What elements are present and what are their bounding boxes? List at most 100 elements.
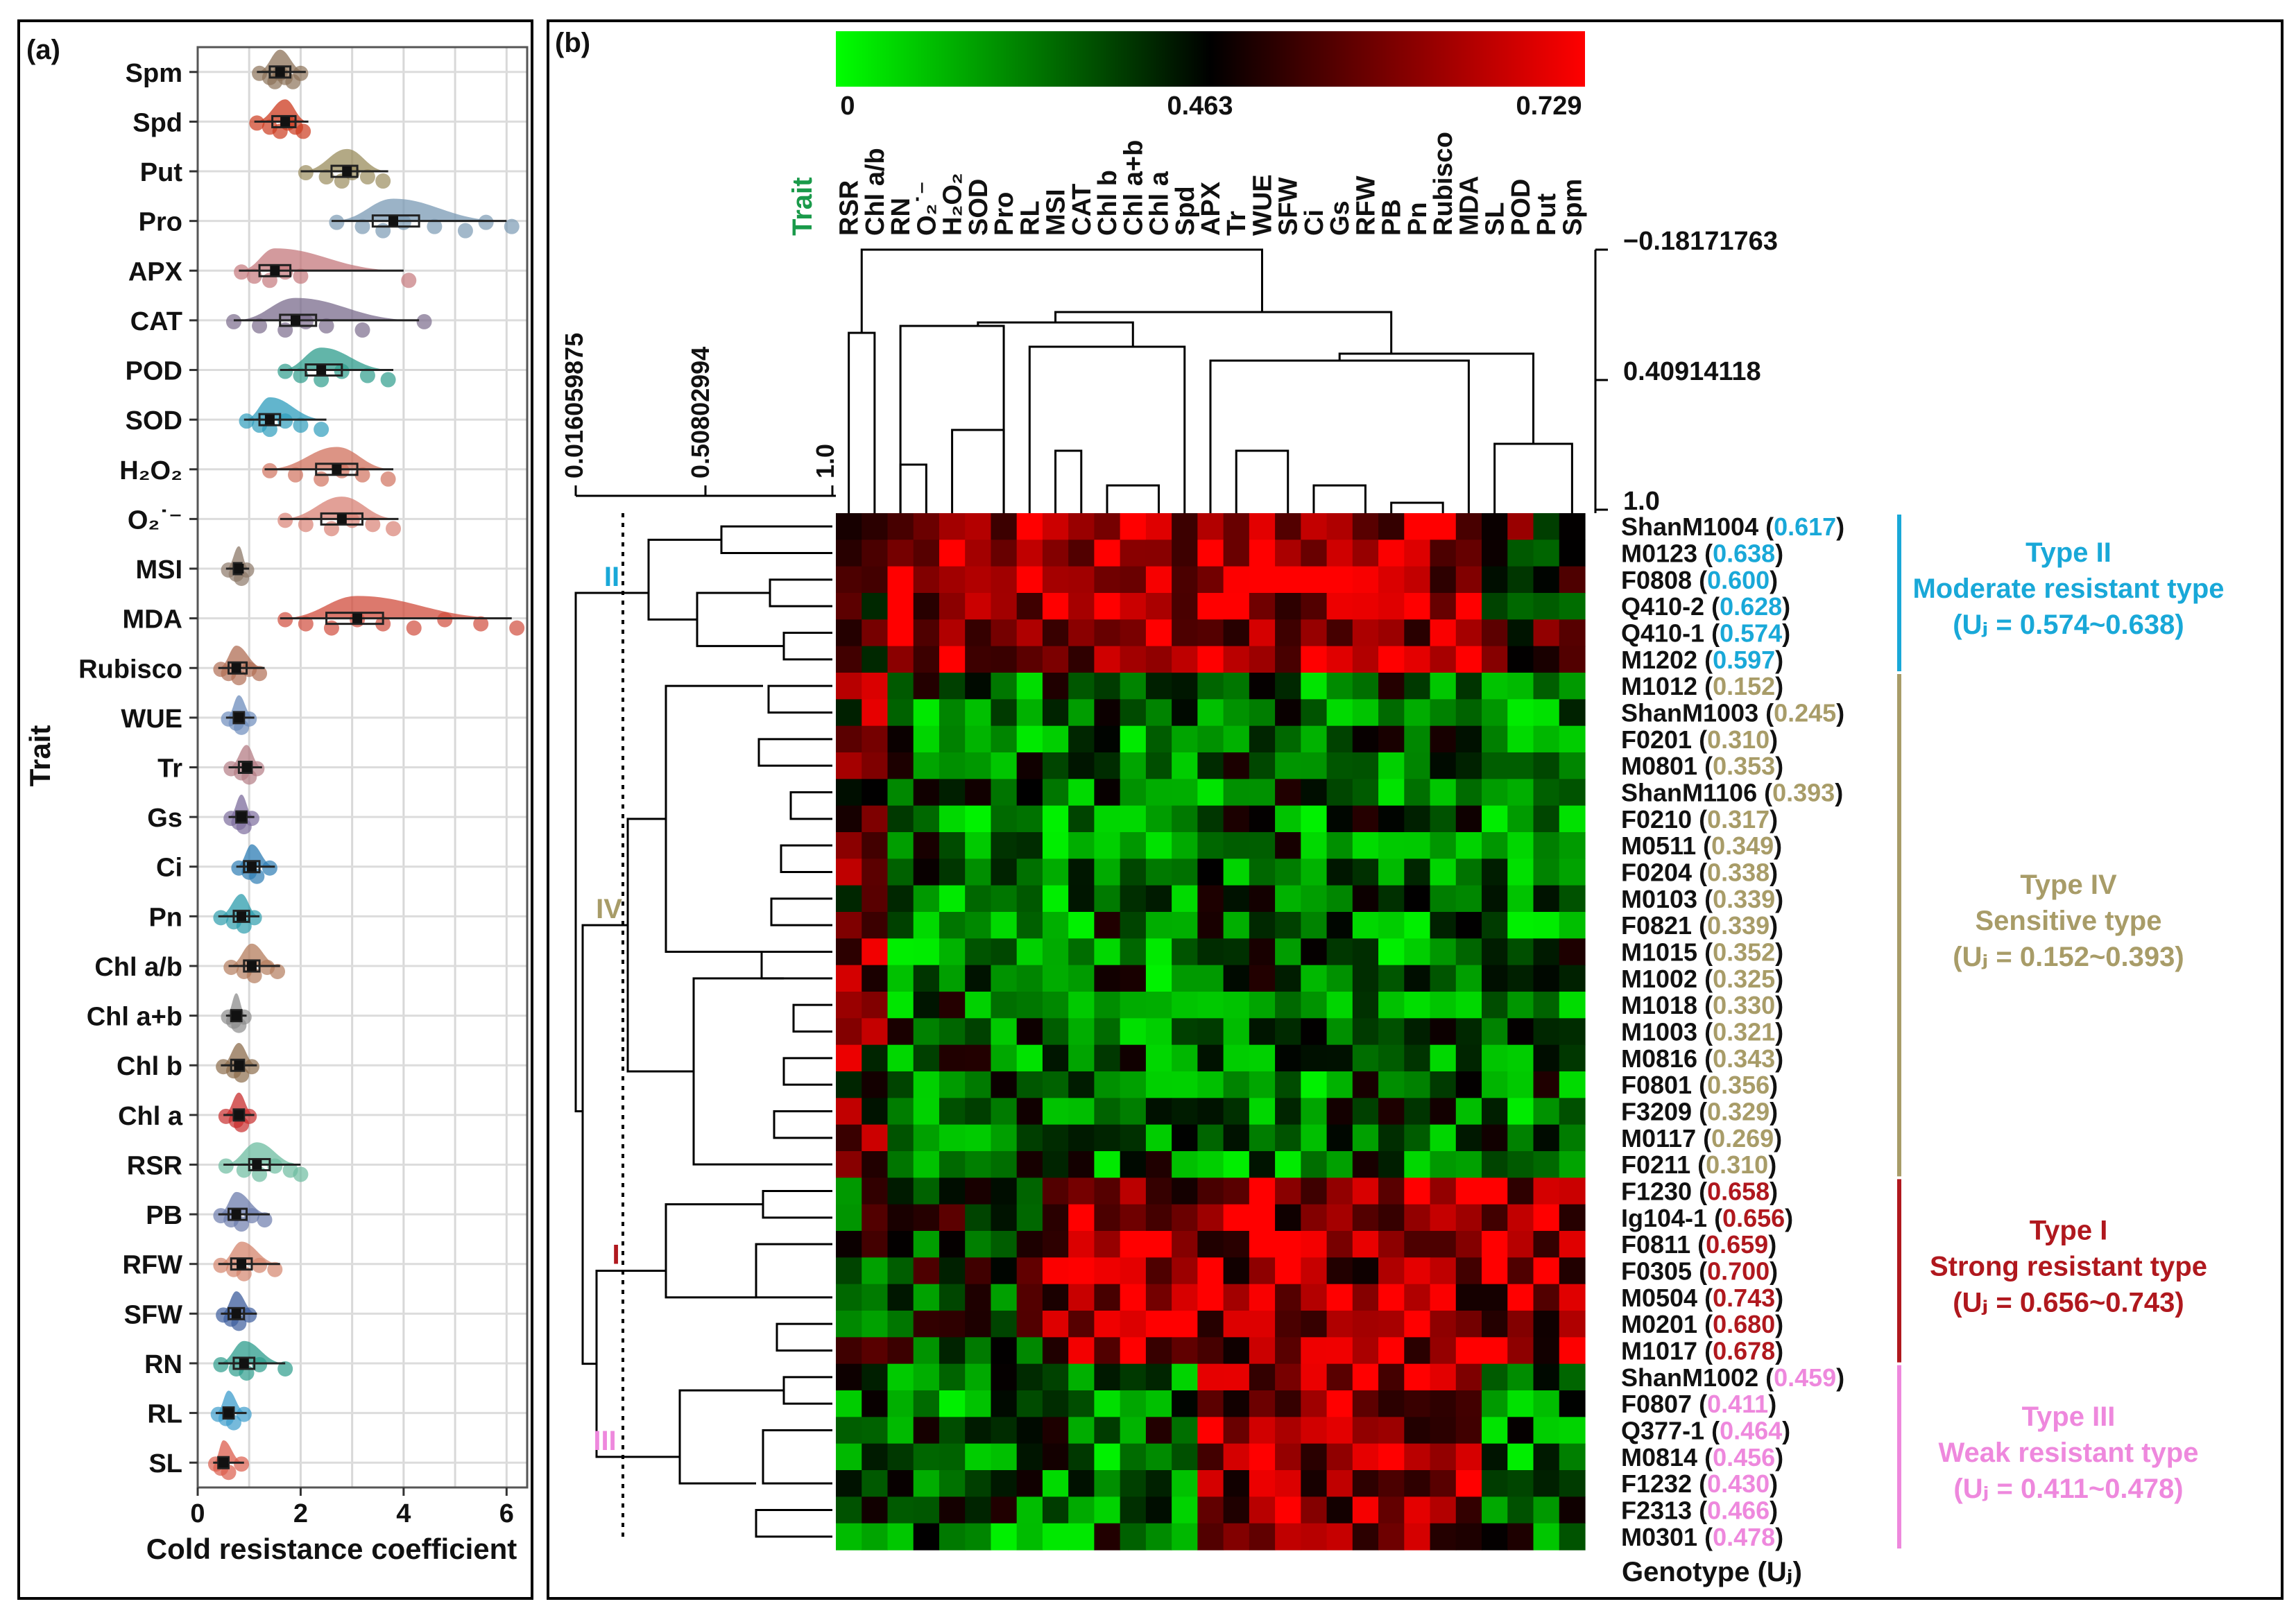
heat-cell bbox=[965, 752, 992, 779]
dendro-branch bbox=[665, 1203, 763, 1299]
heat-cell bbox=[862, 1151, 889, 1178]
heat-cell bbox=[1352, 1071, 1379, 1098]
heat-cell bbox=[1094, 1098, 1121, 1125]
heat-cell bbox=[1249, 1071, 1276, 1098]
genotype-name: M1202 ( bbox=[1621, 646, 1713, 674]
genotype-u: 0.352 bbox=[1713, 938, 1775, 967]
heat-cell bbox=[1068, 885, 1095, 913]
heat-cell bbox=[1094, 646, 1121, 673]
heat-cell bbox=[1042, 1363, 1069, 1391]
heat-cell bbox=[1559, 752, 1586, 779]
violin-shape bbox=[221, 1042, 257, 1066]
genotype-name: M0814 ( bbox=[1621, 1443, 1713, 1472]
heat-cell bbox=[1507, 832, 1534, 859]
heat-cell bbox=[1068, 992, 1095, 1019]
violin-shape bbox=[239, 248, 404, 271]
trait-violin bbox=[213, 894, 262, 934]
genotype-label: Q410-1 (0.574) bbox=[1621, 619, 1790, 648]
heat-cell bbox=[1404, 1417, 1431, 1444]
heat-cell bbox=[965, 779, 992, 806]
data-point bbox=[249, 761, 265, 777]
heat-cell bbox=[913, 1311, 940, 1338]
trait-label: Pro bbox=[990, 192, 1019, 236]
heat-cell bbox=[1326, 1470, 1353, 1497]
heat-cell bbox=[1352, 1204, 1379, 1232]
y-tick-label: MSI bbox=[135, 555, 182, 585]
genotype-u: 0.330 bbox=[1713, 991, 1775, 1019]
heat-cell bbox=[1559, 1496, 1586, 1524]
heat-cell bbox=[913, 1044, 940, 1072]
heat-cell bbox=[862, 1071, 889, 1098]
heat-cell bbox=[1275, 1098, 1301, 1125]
heat-cell bbox=[1326, 593, 1353, 620]
heat-cell bbox=[1042, 1390, 1069, 1417]
genotype-u: 0.356 bbox=[1707, 1071, 1770, 1099]
heat-cell bbox=[1068, 1204, 1095, 1232]
heat-cell bbox=[1378, 1257, 1405, 1285]
heat-cell bbox=[1275, 965, 1301, 992]
genotype-u: 0.656 bbox=[1722, 1204, 1785, 1232]
trait-label: MSI bbox=[1042, 189, 1071, 236]
heat-cell bbox=[1301, 1071, 1328, 1098]
trait-label: APX bbox=[1197, 181, 1226, 236]
heat-cell bbox=[1249, 673, 1276, 700]
heat-cell bbox=[1249, 779, 1276, 806]
heat-cell bbox=[1430, 1044, 1457, 1072]
heat-cell bbox=[1507, 1071, 1534, 1098]
heat-cell bbox=[913, 1470, 940, 1497]
heat-cell bbox=[1352, 1311, 1379, 1338]
heat-cell bbox=[1145, 513, 1172, 540]
heat-cell bbox=[1094, 513, 1121, 540]
heat-cell bbox=[1430, 832, 1457, 859]
heat-cell bbox=[1455, 832, 1482, 859]
heat-cell bbox=[1326, 1363, 1353, 1391]
heat-cell bbox=[1378, 1044, 1405, 1072]
group-roman: I bbox=[612, 1240, 619, 1270]
heat-cell bbox=[1249, 1257, 1276, 1285]
heat-cell bbox=[1559, 1231, 1586, 1258]
heat-cell bbox=[965, 965, 992, 992]
heat-cell bbox=[991, 1044, 1018, 1072]
genotype-close: ) bbox=[1774, 831, 1782, 860]
genotype-label: F2313 (0.466) bbox=[1621, 1496, 1778, 1525]
heat-cell bbox=[1016, 992, 1043, 1019]
heat-cell bbox=[1172, 1018, 1198, 1046]
heat-cell bbox=[1068, 1177, 1095, 1205]
iqr-box bbox=[268, 65, 292, 79]
heat-cell bbox=[1482, 1018, 1508, 1046]
heat-cell bbox=[1301, 1177, 1328, 1205]
heat-cell bbox=[1326, 673, 1353, 700]
heat-cell bbox=[1301, 1390, 1328, 1417]
heat-cell bbox=[1559, 593, 1586, 620]
genotype-label: Q377-1 (0.464) bbox=[1621, 1417, 1790, 1445]
heat-cell bbox=[1507, 1204, 1534, 1232]
heat-cell bbox=[887, 1204, 914, 1232]
heat-cell bbox=[1455, 699, 1482, 727]
genotype-close: ) bbox=[1768, 1230, 1776, 1259]
trait-label: POD bbox=[1507, 179, 1536, 236]
heat-cell bbox=[1197, 646, 1224, 673]
heat-cell bbox=[1507, 1044, 1534, 1072]
heat-cell bbox=[1533, 912, 1560, 939]
heat-cell bbox=[1145, 965, 1172, 992]
heat-cell bbox=[1145, 1523, 1172, 1551]
heat-cell bbox=[862, 938, 889, 966]
heat-cell bbox=[1326, 540, 1353, 567]
heat-cell bbox=[1223, 699, 1250, 727]
heat-cell bbox=[836, 1044, 862, 1072]
dendro-branch bbox=[789, 791, 832, 820]
genotype-u: 0.628 bbox=[1720, 592, 1782, 621]
heat-cell bbox=[1042, 1231, 1069, 1258]
heat-cell bbox=[1120, 1496, 1147, 1524]
heat-cell bbox=[1016, 1470, 1043, 1497]
heat-cell bbox=[1094, 992, 1121, 1019]
heat-cell bbox=[939, 912, 966, 939]
heat-cell bbox=[1455, 1098, 1482, 1125]
heat-cell bbox=[939, 1124, 966, 1152]
heat-cell bbox=[1559, 1311, 1586, 1338]
heat-cell bbox=[991, 725, 1018, 753]
heat-cell bbox=[1482, 1443, 1508, 1471]
heat-cell bbox=[1533, 965, 1560, 992]
heat-cell bbox=[1559, 859, 1586, 886]
data-point bbox=[277, 512, 293, 528]
